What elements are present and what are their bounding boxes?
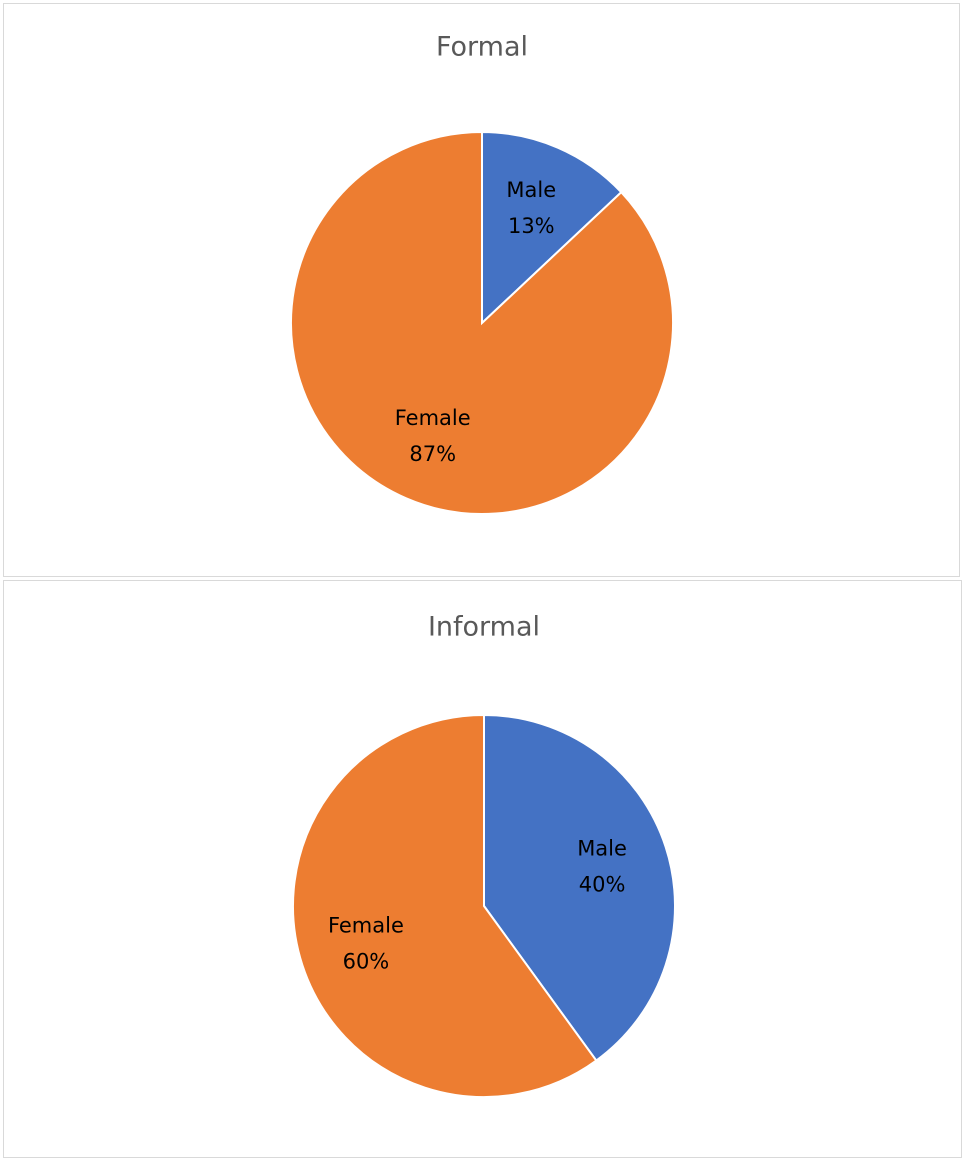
pie-slice xyxy=(292,713,598,1098)
slice-value-label: 87% xyxy=(409,442,456,466)
pie-slice xyxy=(290,130,674,515)
slice-value-label: 13% xyxy=(508,214,555,238)
slice-value-label: 40% xyxy=(579,873,626,897)
slice-category-label: Female xyxy=(328,913,404,937)
pie-slice xyxy=(483,713,676,1062)
slice-category-label: Male xyxy=(577,837,627,861)
slice-value-label: 60% xyxy=(343,949,390,973)
pie-slice xyxy=(481,130,623,326)
slice-category-label: Female xyxy=(395,406,471,430)
chart-title: Formal xyxy=(436,32,528,63)
slice-category-label: Male xyxy=(506,178,556,202)
chart-title: Informal xyxy=(428,612,540,643)
